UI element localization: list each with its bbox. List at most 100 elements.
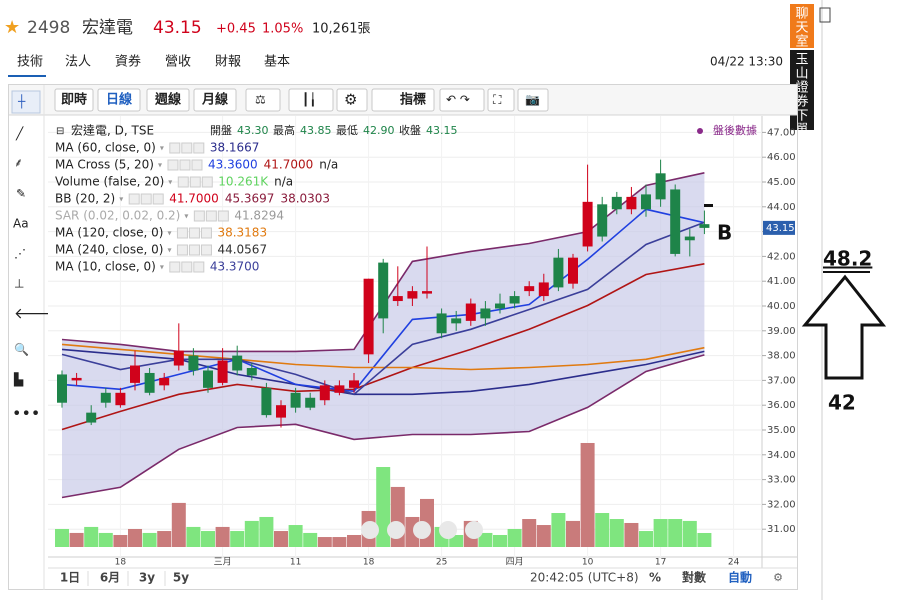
volume-bar xyxy=(493,534,507,547)
tab[interactable]: 營收 xyxy=(165,55,191,70)
tab[interactable]: 基本 xyxy=(264,55,290,70)
tab[interactable]: 技術 xyxy=(17,55,43,70)
indicator-control[interactable] xyxy=(193,261,205,273)
indicator-control[interactable] xyxy=(176,227,188,239)
ohlc-value: 42.90 xyxy=(363,124,395,137)
line-tool[interactable]: ╱ xyxy=(15,126,24,141)
candle-body xyxy=(684,236,695,241)
indicator-control[interactable] xyxy=(217,210,229,222)
more-tools[interactable]: ••• xyxy=(12,404,40,423)
scroll-left[interactable] xyxy=(361,521,379,539)
toolbar-button[interactable] xyxy=(193,88,237,112)
compare-button[interactable] xyxy=(245,88,281,112)
reset[interactable] xyxy=(413,521,431,539)
indicator-control[interactable] xyxy=(128,193,140,205)
undo-redo-button[interactable] xyxy=(439,88,485,112)
zoom-tool[interactable]: 🔍 xyxy=(14,342,29,357)
zoom-in[interactable] xyxy=(439,521,457,539)
log-toggle[interactable]: 對數 xyxy=(682,570,707,585)
indicator-control[interactable] xyxy=(200,244,212,256)
range-button[interactable]: 3y xyxy=(139,571,155,585)
indicator-control[interactable] xyxy=(167,159,179,171)
volume-bar xyxy=(171,502,186,547)
pattern-tool[interactable]: ⋰ xyxy=(14,247,26,261)
volume-bar xyxy=(580,442,595,547)
star-icon[interactable]: ★ xyxy=(4,17,20,38)
indicator-control[interactable] xyxy=(152,193,164,205)
toolbar-button[interactable] xyxy=(146,88,190,112)
marker-label: B xyxy=(717,221,732,245)
candle-icon: ┃╽ xyxy=(302,92,316,107)
indicator-control[interactable] xyxy=(181,142,193,154)
toolbar-button[interactable] xyxy=(97,88,141,112)
indicator-name: MA (240, close, 0) xyxy=(55,243,163,257)
indicator-control[interactable] xyxy=(188,227,200,239)
indicator-control[interactable] xyxy=(169,261,181,273)
candle-body xyxy=(524,286,535,292)
indicator-control[interactable] xyxy=(189,176,201,188)
candle-body xyxy=(568,257,578,284)
indicator-control[interactable] xyxy=(179,159,191,171)
fib-tool[interactable]: ⸙ xyxy=(14,156,23,170)
snapshot-button[interactable] xyxy=(517,88,549,112)
stock-name: 宏達電 xyxy=(82,18,133,38)
range-button[interactable]: 5y xyxy=(173,571,189,585)
volume-bar xyxy=(639,531,653,547)
chart-type-button[interactable] xyxy=(288,88,334,112)
arrow-tool[interactable]: 🡐 xyxy=(14,305,54,323)
indicator-control[interactable] xyxy=(140,193,152,205)
dropdown-caret: ▾ xyxy=(184,212,188,221)
candle-body xyxy=(422,291,432,294)
percent-toggle[interactable]: % xyxy=(649,571,661,585)
auto-toggle[interactable]: 自動 xyxy=(728,570,752,585)
indicator-control[interactable] xyxy=(193,142,205,154)
indicator-control[interactable] xyxy=(191,159,203,171)
range-button[interactable]: 6月 xyxy=(100,571,120,585)
indicator-line xyxy=(61,343,705,371)
ruler-tool[interactable]: ▙ xyxy=(13,372,24,387)
volume-bar xyxy=(449,534,464,547)
volume-bar xyxy=(595,513,610,547)
settings-button[interactable] xyxy=(336,88,368,112)
indicator-control[interactable] xyxy=(177,176,189,188)
y-tick-label: 36.00 xyxy=(767,400,796,411)
volume-bar xyxy=(55,528,69,547)
toolbar-button[interactable] xyxy=(54,88,94,112)
volume-bar xyxy=(230,531,245,547)
tab[interactable]: 法人 xyxy=(65,55,91,70)
indicator-control[interactable] xyxy=(200,227,212,239)
scroll-right[interactable] xyxy=(465,521,483,539)
candle-body xyxy=(407,291,418,299)
indicator-control[interactable] xyxy=(193,210,205,222)
toolbar-label: 月線 xyxy=(201,92,229,108)
tab[interactable]: 財報 xyxy=(215,55,241,70)
candle-body xyxy=(57,374,67,403)
indicator-control[interactable] xyxy=(169,142,181,154)
indicator-control[interactable] xyxy=(188,244,200,256)
brush-tool[interactable]: ✎ xyxy=(16,187,26,201)
candle-body xyxy=(319,385,330,401)
x-tick-label: 10 xyxy=(582,558,594,568)
candle-body xyxy=(641,194,651,210)
tab[interactable]: 資券 xyxy=(115,54,141,70)
indicator-control[interactable] xyxy=(176,244,188,256)
volume-bar xyxy=(682,520,697,547)
volume-bar xyxy=(522,519,537,547)
candle-body xyxy=(334,385,345,393)
indicator-control[interactable] xyxy=(201,176,213,188)
fullscreen-button[interactable] xyxy=(487,88,515,112)
volume-bar xyxy=(98,532,113,547)
indicator-control[interactable] xyxy=(181,261,193,273)
volume-bar xyxy=(113,534,128,547)
text-tool[interactable]: Aa xyxy=(13,217,29,231)
settings-icon[interactable]: ⚙ xyxy=(773,571,783,584)
chat-button-bg[interactable] xyxy=(790,4,814,48)
range-button[interactable]: 1日 xyxy=(60,571,80,585)
crosshair-tool[interactable] xyxy=(11,90,41,114)
toolbar-button[interactable] xyxy=(371,88,435,112)
indicator-control[interactable] xyxy=(205,210,217,222)
panel-icon[interactable] xyxy=(819,7,831,23)
zoom-controls xyxy=(361,521,483,539)
measure-tool[interactable]: ⊥ xyxy=(14,277,24,291)
zoom-out[interactable] xyxy=(387,521,405,539)
